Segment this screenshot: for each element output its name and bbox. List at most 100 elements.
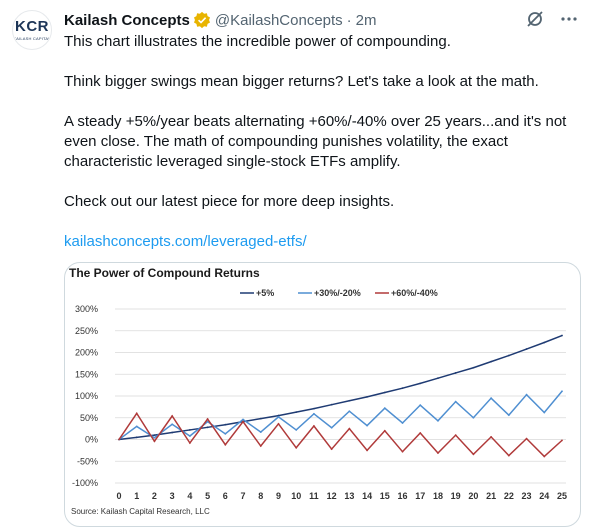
data-point — [135, 436, 138, 439]
avatar-logo-text: KCR — [15, 18, 49, 35]
data-point — [366, 395, 368, 398]
data-point — [313, 407, 315, 410]
x-tick-label: 17 — [415, 491, 425, 501]
header-actions — [525, 9, 579, 29]
x-tick-label: 6 — [223, 491, 228, 501]
data-point — [561, 334, 563, 337]
data-point — [277, 422, 280, 425]
data-point — [188, 442, 191, 444]
more-icon[interactable] — [559, 9, 579, 29]
timestamp[interactable]: 2m — [355, 11, 377, 29]
grok-icon[interactable] — [525, 9, 545, 29]
x-tick-label: 4 — [187, 491, 192, 501]
data-point — [401, 422, 404, 424]
data-point — [383, 391, 386, 394]
data-point — [419, 382, 422, 385]
data-point — [135, 412, 138, 415]
x-tick-label: 16 — [398, 491, 408, 501]
article-link[interactable]: kailashconcepts.com/leveraged-etfs/ — [64, 233, 307, 250]
data-point — [454, 400, 457, 403]
series-line — [118, 334, 563, 441]
chart-source: Source: Kailash Capital Research, LLC — [71, 507, 210, 516]
y-tick-label: -50% — [77, 456, 98, 466]
chart-title: The Power of Compound Returns — [69, 266, 260, 280]
data-point — [295, 429, 298, 431]
chart-card[interactable]: The Power of Compound Returns 300% 25 0% 20… — [64, 262, 581, 527]
avatar[interactable]: KCR KAILASH CAPITAL — [12, 10, 52, 50]
tweet-paragraph-3: A steady +5%/year beats alternating +60%… — [64, 113, 567, 170]
x-tick-label: 3 — [170, 491, 175, 501]
data-point — [507, 454, 510, 457]
y-tick-label: 200% — [75, 348, 98, 358]
data-point — [330, 448, 333, 450]
data-point — [188, 429, 191, 431]
data-point — [454, 434, 457, 437]
x-tick-label: 1 — [134, 491, 139, 501]
data-point — [295, 411, 298, 413]
data-point — [419, 404, 422, 407]
x-tick-label: 18 — [433, 491, 443, 501]
series-line — [118, 412, 563, 458]
x-tick-label: 9 — [276, 491, 281, 501]
x-tick-label: 12 — [327, 491, 337, 501]
y-tick-label: 100% — [75, 391, 98, 401]
x-tick-label: 15 — [380, 491, 390, 501]
data-point — [313, 425, 315, 427]
y-tick-label: -100% — [72, 478, 98, 488]
tweet-paragraph-4: Check out our latest piece for more deep… — [64, 193, 395, 210]
tweet-paragraph-1: This chart illustrates the incredible po… — [64, 33, 451, 50]
data-point — [525, 393, 528, 396]
data-point — [295, 446, 298, 449]
data-point — [313, 412, 315, 415]
legend-label: +30%/-20% — [314, 288, 361, 298]
data-point — [171, 431, 174, 434]
legend-label: +5% — [256, 288, 274, 298]
data-point — [401, 450, 404, 453]
x-tick-label: 14 — [362, 491, 372, 501]
x-tick-label: 25 — [557, 491, 567, 501]
data-point — [348, 410, 351, 413]
data-point — [454, 372, 457, 374]
x-tick-label: 24 — [539, 491, 549, 501]
x-tick-label: 0 — [116, 491, 121, 501]
y-tick-label: 150% — [75, 369, 98, 379]
x-tick-label: 11 — [309, 491, 319, 501]
data-point — [242, 420, 244, 423]
data-point — [525, 348, 528, 350]
y-tick-label: 50% — [80, 413, 98, 423]
avatar-logo-subtext: KAILASH CAPITAL — [13, 36, 51, 41]
data-point — [330, 426, 333, 429]
display-name[interactable]: Kailash Concepts — [64, 11, 190, 29]
verified-badge-icon[interactable] — [193, 11, 211, 29]
y-tick-label: 300% — [75, 304, 98, 314]
data-point — [437, 452, 439, 454]
data-point — [490, 397, 493, 400]
data-point — [242, 418, 244, 421]
handle[interactable]: @KailashConcepts — [214, 11, 343, 29]
data-point — [543, 455, 546, 458]
data-point — [153, 436, 156, 439]
x-tick-label: 23 — [522, 491, 532, 501]
x-tick-label: 13 — [344, 491, 354, 501]
compound-returns-chart: 300%250%200%150%100%50%0%-50%-100%0 1 2 3 4 5… — [72, 288, 567, 501]
data-point — [118, 438, 120, 441]
tweet-header: Kailash Concepts @KailashConcepts · 2m — [64, 9, 581, 31]
y-tick-label: 0% — [85, 435, 98, 445]
x-tick-label: 8 — [258, 491, 263, 501]
data-point — [348, 399, 351, 402]
data-point — [561, 390, 563, 393]
data-point — [366, 449, 368, 452]
data-point — [490, 435, 493, 438]
data-point — [135, 425, 138, 428]
tweet-paragraph-2: Think bigger swings mean bigger returns?… — [64, 73, 539, 90]
data-point — [259, 417, 262, 420]
legend-label: +60%/-40% — [391, 288, 438, 298]
data-point — [472, 453, 475, 456]
data-point — [277, 414, 280, 417]
data-point — [383, 429, 386, 432]
x-tick-label: 10 — [291, 491, 301, 501]
data-point — [561, 439, 563, 442]
x-tick-label: 20 — [468, 491, 478, 501]
data-point — [525, 437, 528, 440]
series-line — [118, 390, 563, 441]
